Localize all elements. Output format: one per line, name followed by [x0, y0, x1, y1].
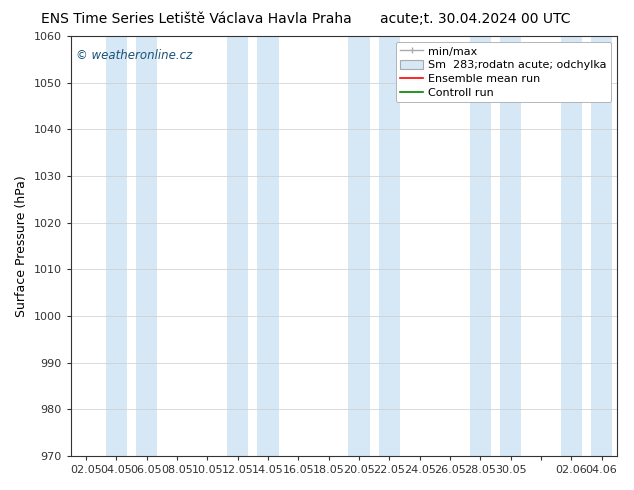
Text: ENS Time Series Letiště Václava Havla Praha: ENS Time Series Letiště Václava Havla Pr… [41, 12, 352, 26]
Bar [257, 36, 278, 456]
Bar [136, 36, 157, 456]
Bar [500, 36, 521, 456]
Bar [106, 36, 127, 456]
Y-axis label: Surface Pressure (hPa): Surface Pressure (hPa) [15, 175, 28, 317]
Bar [227, 36, 248, 456]
Bar [348, 36, 370, 456]
Bar [591, 36, 612, 456]
Text: © weatheronline.cz: © weatheronline.cz [76, 49, 192, 62]
Bar [378, 36, 400, 456]
Text: acute;t. 30.04.2024 00 UTC: acute;t. 30.04.2024 00 UTC [380, 12, 571, 26]
Legend: min/max, Sm  283;rodatn acute; odchylka, Ensemble mean run, Controll run: min/max, Sm 283;rodatn acute; odchylka, … [396, 42, 611, 102]
Bar [470, 36, 491, 456]
Bar [560, 36, 582, 456]
